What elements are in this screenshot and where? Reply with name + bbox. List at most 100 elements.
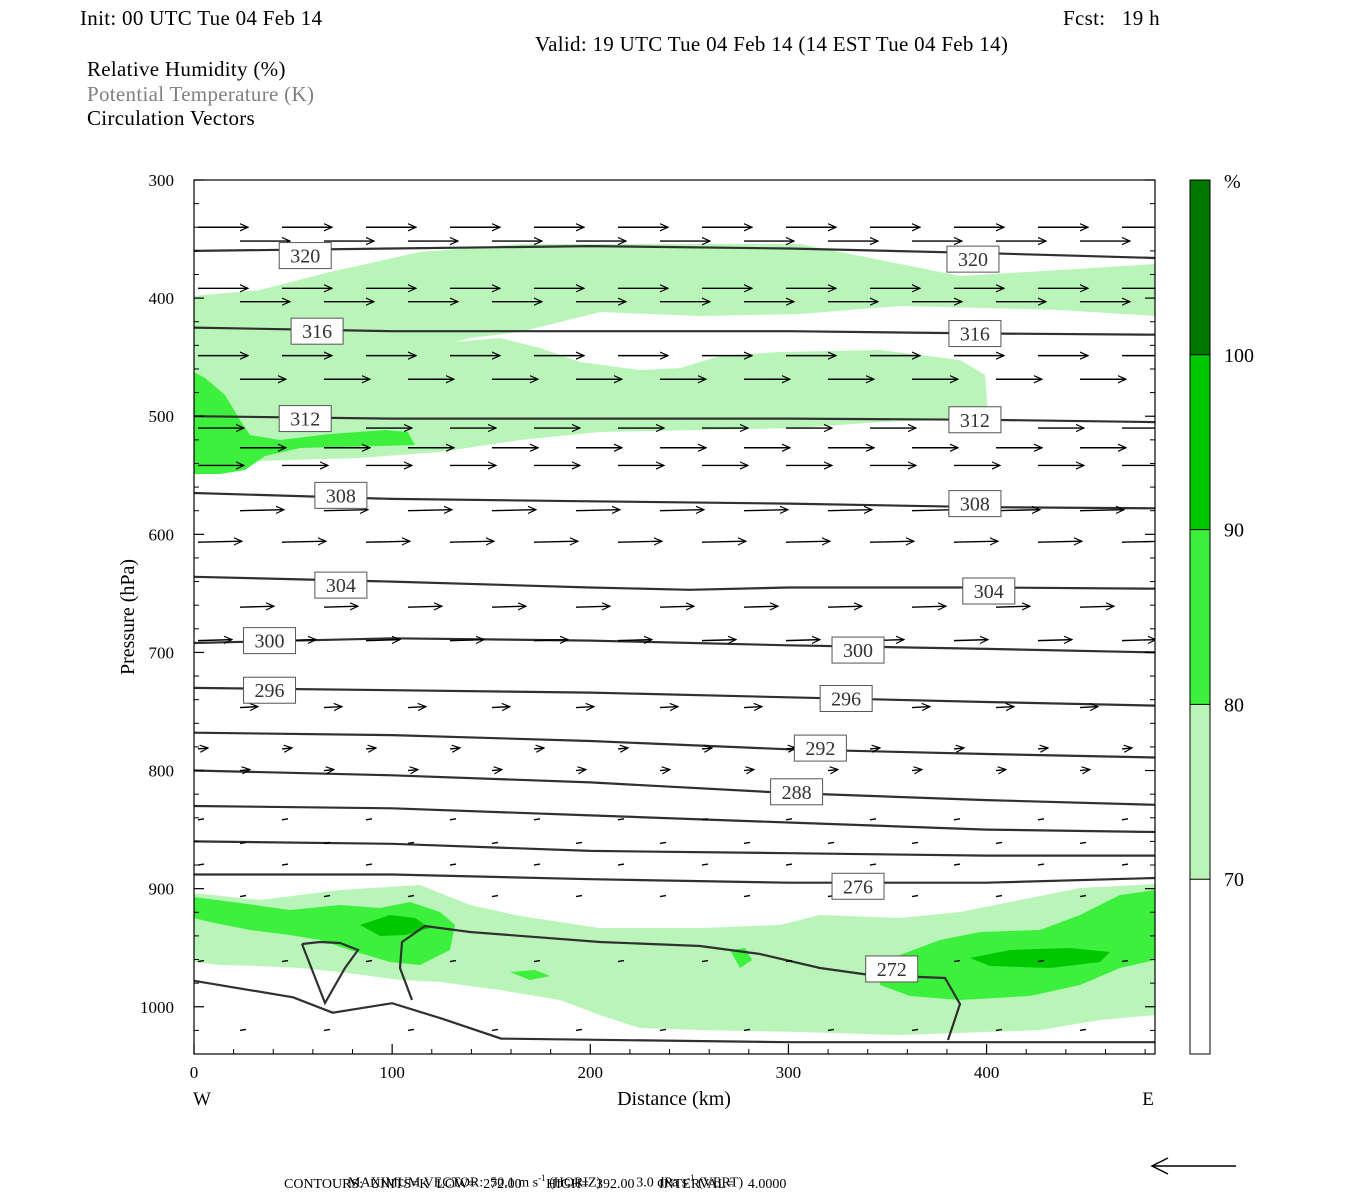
- circulation-vector: [827, 510, 872, 511]
- theta-contour-272-extra: [300, 924, 962, 1041]
- rh-region-low-80c: [510, 970, 550, 980]
- circulation-vector: [449, 959, 457, 963]
- theta-label-box-300: [243, 627, 297, 655]
- circulation-vector: [239, 770, 250, 771]
- circulation-vector: [239, 707, 258, 708]
- field-rh: Relative Humidity (%): [87, 57, 286, 81]
- circulation-vector: [491, 770, 502, 771]
- circulation-vector: [659, 841, 667, 845]
- theta-label-box-320: [946, 245, 1000, 273]
- circulation-vector: [659, 770, 670, 771]
- rh-region-low-80b: [880, 890, 1155, 1000]
- circulation-vector: [1079, 1028, 1087, 1032]
- circulation-vector: [533, 640, 568, 641]
- circulation-vector: [869, 748, 880, 749]
- circulation-vector: [533, 541, 578, 542]
- circulation-vector: [743, 841, 751, 845]
- theta-label-box-316: [290, 317, 344, 345]
- circulation-vector: [239, 1028, 247, 1032]
- circulation-vector: [701, 863, 709, 866]
- circulation-vector: [911, 894, 919, 898]
- circulation-vector: [1121, 640, 1155, 641]
- circulation-vector: [911, 606, 946, 607]
- theta-label-box-304: [314, 571, 368, 599]
- theta-contour-284: [194, 804, 1155, 834]
- x-tick-label: 200: [578, 1063, 604, 1082]
- circulation-vector: [869, 863, 877, 866]
- rh-region-low-90a: [360, 915, 430, 936]
- circulation-vector: [995, 510, 1040, 511]
- theta-label-320: 320: [290, 246, 320, 268]
- x-tick-label: 400: [974, 1063, 1000, 1082]
- circulation-vector: [743, 1028, 751, 1032]
- circulation-vector: [659, 707, 678, 708]
- circulation-vector: [197, 748, 208, 749]
- circulation-vector: [491, 894, 499, 898]
- circulation-vector: [617, 541, 662, 542]
- circulation-vector: [617, 863, 625, 866]
- circulation-vector: [449, 818, 457, 821]
- colorbar: 70 80 90 100: [1189, 179, 1254, 1055]
- theta-label-box-308: [948, 490, 1002, 518]
- theta-contour-292: [194, 731, 1155, 759]
- circulation-vector: [911, 770, 922, 771]
- circulation-vector: [575, 606, 610, 607]
- circulation-vector: [911, 1028, 919, 1032]
- circulation-vector: [617, 818, 625, 821]
- circulation-vector: [701, 748, 712, 749]
- circulation-vector: [449, 863, 457, 866]
- rh-region-upper: [194, 244, 1155, 395]
- circulation-vector: [785, 541, 830, 542]
- theta-contours: [194, 244, 1155, 1044]
- max-vector-horiz-unit: (HORIZ): [545, 1175, 602, 1191]
- circulation-vector: [575, 707, 594, 708]
- theta-label-300: 300: [255, 631, 285, 653]
- circulation-vector: [827, 1028, 835, 1032]
- circulation-vector: [785, 959, 793, 963]
- circulation-vector: [1121, 540, 1155, 543]
- circulation-vector: [911, 841, 919, 845]
- circulation-vector: [743, 770, 754, 771]
- circulation-vector: [743, 510, 788, 511]
- circulation-vector: [449, 748, 460, 749]
- circulation-vector: [995, 707, 1014, 708]
- circulation-vector: [827, 841, 835, 845]
- theta-label-316: 316: [302, 321, 332, 343]
- colorbar-segment: [1190, 180, 1210, 355]
- circulation-vector: [743, 894, 751, 898]
- colorbar-unit: %: [1224, 171, 1241, 193]
- circulation-vector: [659, 606, 694, 607]
- circulation-vector: [491, 841, 499, 845]
- theta-label-304: 304: [974, 581, 1004, 603]
- field-vectors: Circulation Vectors: [87, 106, 256, 130]
- theta-contour-320: [194, 244, 1155, 260]
- circulation-vector: [953, 541, 998, 542]
- y-axis-label: Pressure (hPa): [117, 559, 139, 675]
- x-axis-label: Distance (km): [617, 1088, 731, 1110]
- y-tick-label: 800: [149, 762, 175, 781]
- circulation-vector: [281, 541, 326, 542]
- circulation-vector: [197, 959, 205, 963]
- circulation-vector: [197, 640, 232, 641]
- circulation-vector: [911, 707, 930, 708]
- circulation-vector: [1079, 770, 1090, 771]
- max-vector-horiz-exp: -1: [538, 1173, 546, 1183]
- x-tick-label: 300: [776, 1063, 802, 1082]
- rh-region-low-80a: [194, 897, 455, 965]
- circulation-vector: [617, 640, 652, 641]
- circulation-vector: [491, 606, 526, 607]
- circulation-vector: [1121, 818, 1129, 821]
- valid-time: Valid: 19 UTC Tue 04 Feb 14 (14 EST Tue …: [535, 32, 1009, 56]
- contours-info: CONTOURS: UNITS=K LOW= 272.00 HIGH= 392.…: [284, 1177, 787, 1192]
- theta-label-296: 296: [831, 688, 861, 710]
- circulation-vector: [701, 541, 746, 542]
- circulation-vector: [1037, 863, 1045, 866]
- init-time: Init: 00 UTC Tue 04 Feb 14: [80, 6, 323, 30]
- circulation-vector: [1037, 959, 1045, 963]
- circulation-vector: [323, 510, 368, 511]
- circulation-vector: [533, 959, 541, 963]
- circulation-vector: [869, 541, 914, 542]
- plot-frame: [193, 179, 1156, 1055]
- colorbar-label: 90: [1224, 520, 1244, 542]
- circulation-vector: [407, 894, 415, 898]
